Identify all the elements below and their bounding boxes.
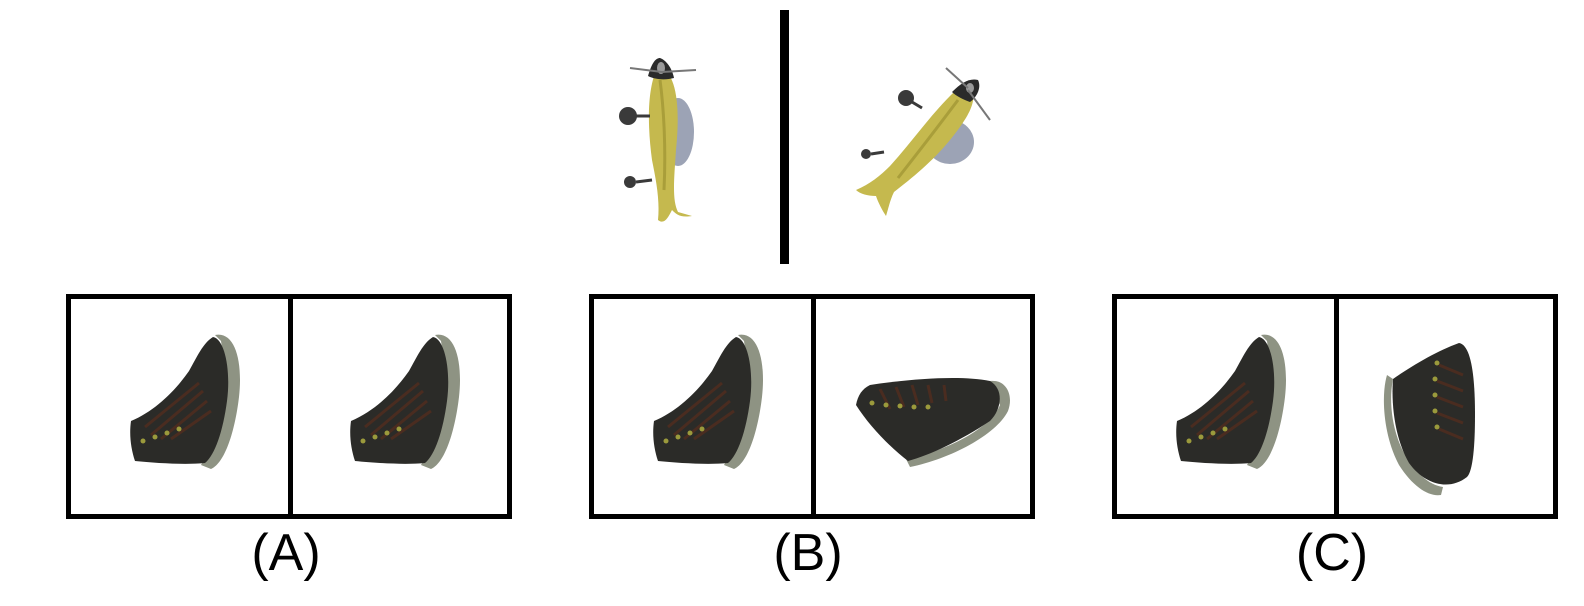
black-boot-icon (1176, 334, 1286, 469)
yellow-fish-diagonal-icon (856, 67, 991, 217)
option-b-left-cell (594, 299, 811, 514)
black-boot-rotated-icon (1383, 343, 1475, 496)
option-b-divider (811, 299, 816, 514)
option-c-left-cell (1117, 299, 1334, 514)
option-b-right-cell (816, 299, 1030, 514)
option-b-frame[interactable] (589, 294, 1035, 519)
option-a-right-cell (293, 299, 507, 514)
black-boot-icon (130, 334, 240, 469)
option-a-left-cell (71, 299, 288, 514)
option-c-right-cell (1339, 299, 1553, 514)
black-boot-rotated-icon (856, 378, 1010, 467)
black-boot-icon (653, 334, 763, 469)
option-b-label: (B) (773, 524, 843, 582)
black-boot-same-orientation-icon (350, 334, 460, 469)
option-c-divider (1334, 299, 1339, 514)
yellow-fish-vertical-icon (619, 58, 697, 222)
option-a-divider (288, 299, 293, 514)
reference-divider (780, 10, 789, 264)
option-a-frame[interactable] (66, 294, 512, 519)
option-c-frame[interactable] (1112, 294, 1558, 519)
reference-pair (560, 0, 1040, 270)
option-a-label: (A) (251, 524, 321, 582)
option-c-label: (C) (1295, 524, 1369, 582)
